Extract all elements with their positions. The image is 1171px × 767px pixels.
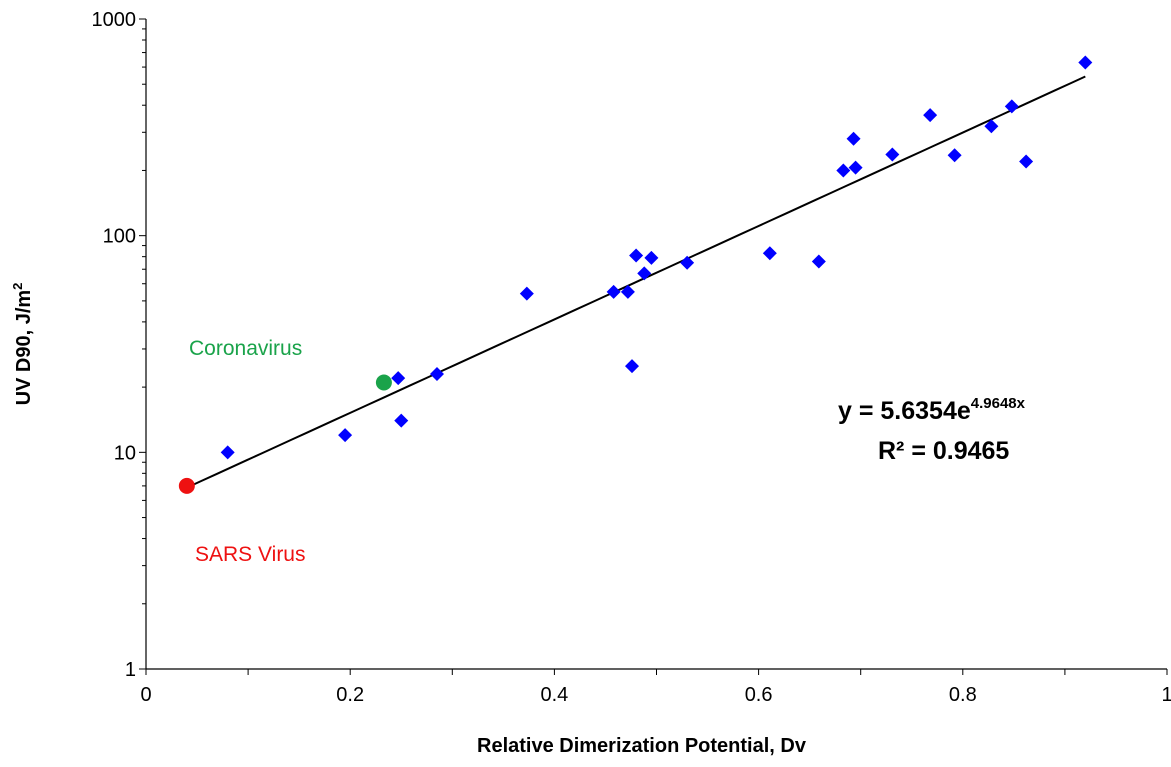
data-point-diamond (629, 248, 644, 263)
trendline-r-squared: R² = 0.9465 (878, 437, 1009, 465)
trendline-equation-base: y = 5.6354e (838, 397, 971, 425)
data-point-diamond (1078, 55, 1093, 70)
data-point-diamond (606, 284, 621, 299)
data-points (178, 55, 1093, 494)
annotation-sars-virus: SARS Virus (195, 543, 306, 566)
data-point-diamond (644, 250, 659, 265)
data-point-diamond (680, 255, 695, 270)
y-axis-title: UV D90, J/m2 (10, 283, 35, 406)
y-axis-title-main: UV D90, J/m (13, 290, 35, 406)
data-point-diamond (846, 131, 861, 146)
y-tick-label: 1000 (92, 9, 137, 31)
data-point-diamond (519, 286, 534, 301)
data-point-diamond (947, 148, 962, 163)
y-tick-label: 100 (103, 226, 136, 248)
y-tick-label: 10 (114, 442, 136, 464)
data-point-diamond (762, 246, 777, 261)
data-point-diamond (220, 445, 235, 460)
trendline-equation-exponent: 4.9648x (971, 395, 1026, 412)
y-axis-title-superscript: 2 (10, 283, 25, 290)
x-tick-label: 0 (140, 684, 151, 706)
data-point-diamond (984, 119, 999, 134)
data-point-diamond (836, 163, 851, 178)
data-point-diamond (848, 160, 863, 175)
annotation-coronavirus: Coronavirus (189, 337, 302, 360)
data-point-diamond (637, 266, 652, 281)
data-point-diamond (394, 413, 409, 428)
x-ticks: 0 0.2 0.4 0.6 0.8 1 (140, 669, 1171, 706)
x-tick-label: 0.8 (949, 684, 977, 706)
data-point-diamond (1004, 99, 1019, 114)
data-point-diamond (620, 284, 635, 299)
data-point-diamond (391, 371, 406, 386)
data-point-diamond (923, 108, 938, 123)
x-tick-label: 1 (1161, 684, 1171, 706)
data-point-diamond (429, 366, 444, 381)
data-point-diamond (1019, 154, 1034, 169)
x-tick-label: 0.4 (540, 684, 568, 706)
trendline-group (186, 75, 1086, 489)
x-axis-title: Relative Dimerization Potential, Dv (477, 735, 807, 757)
y-ticks: 1 10 100 1000 (92, 9, 146, 681)
y-tick-label: 1 (125, 659, 136, 681)
data-point-diamond (811, 254, 826, 269)
x-tick-label: 0.2 (336, 684, 364, 706)
data-point-circle (178, 477, 195, 494)
data-point-diamond (885, 147, 900, 162)
data-point-circle (375, 374, 392, 391)
trendline-equation: y = 5.6354e4.9648x (838, 395, 1026, 425)
x-tick-label: 0.6 (745, 684, 773, 706)
data-point-diamond (338, 428, 353, 443)
trendline (186, 75, 1086, 489)
data-point-diamond (624, 359, 639, 374)
